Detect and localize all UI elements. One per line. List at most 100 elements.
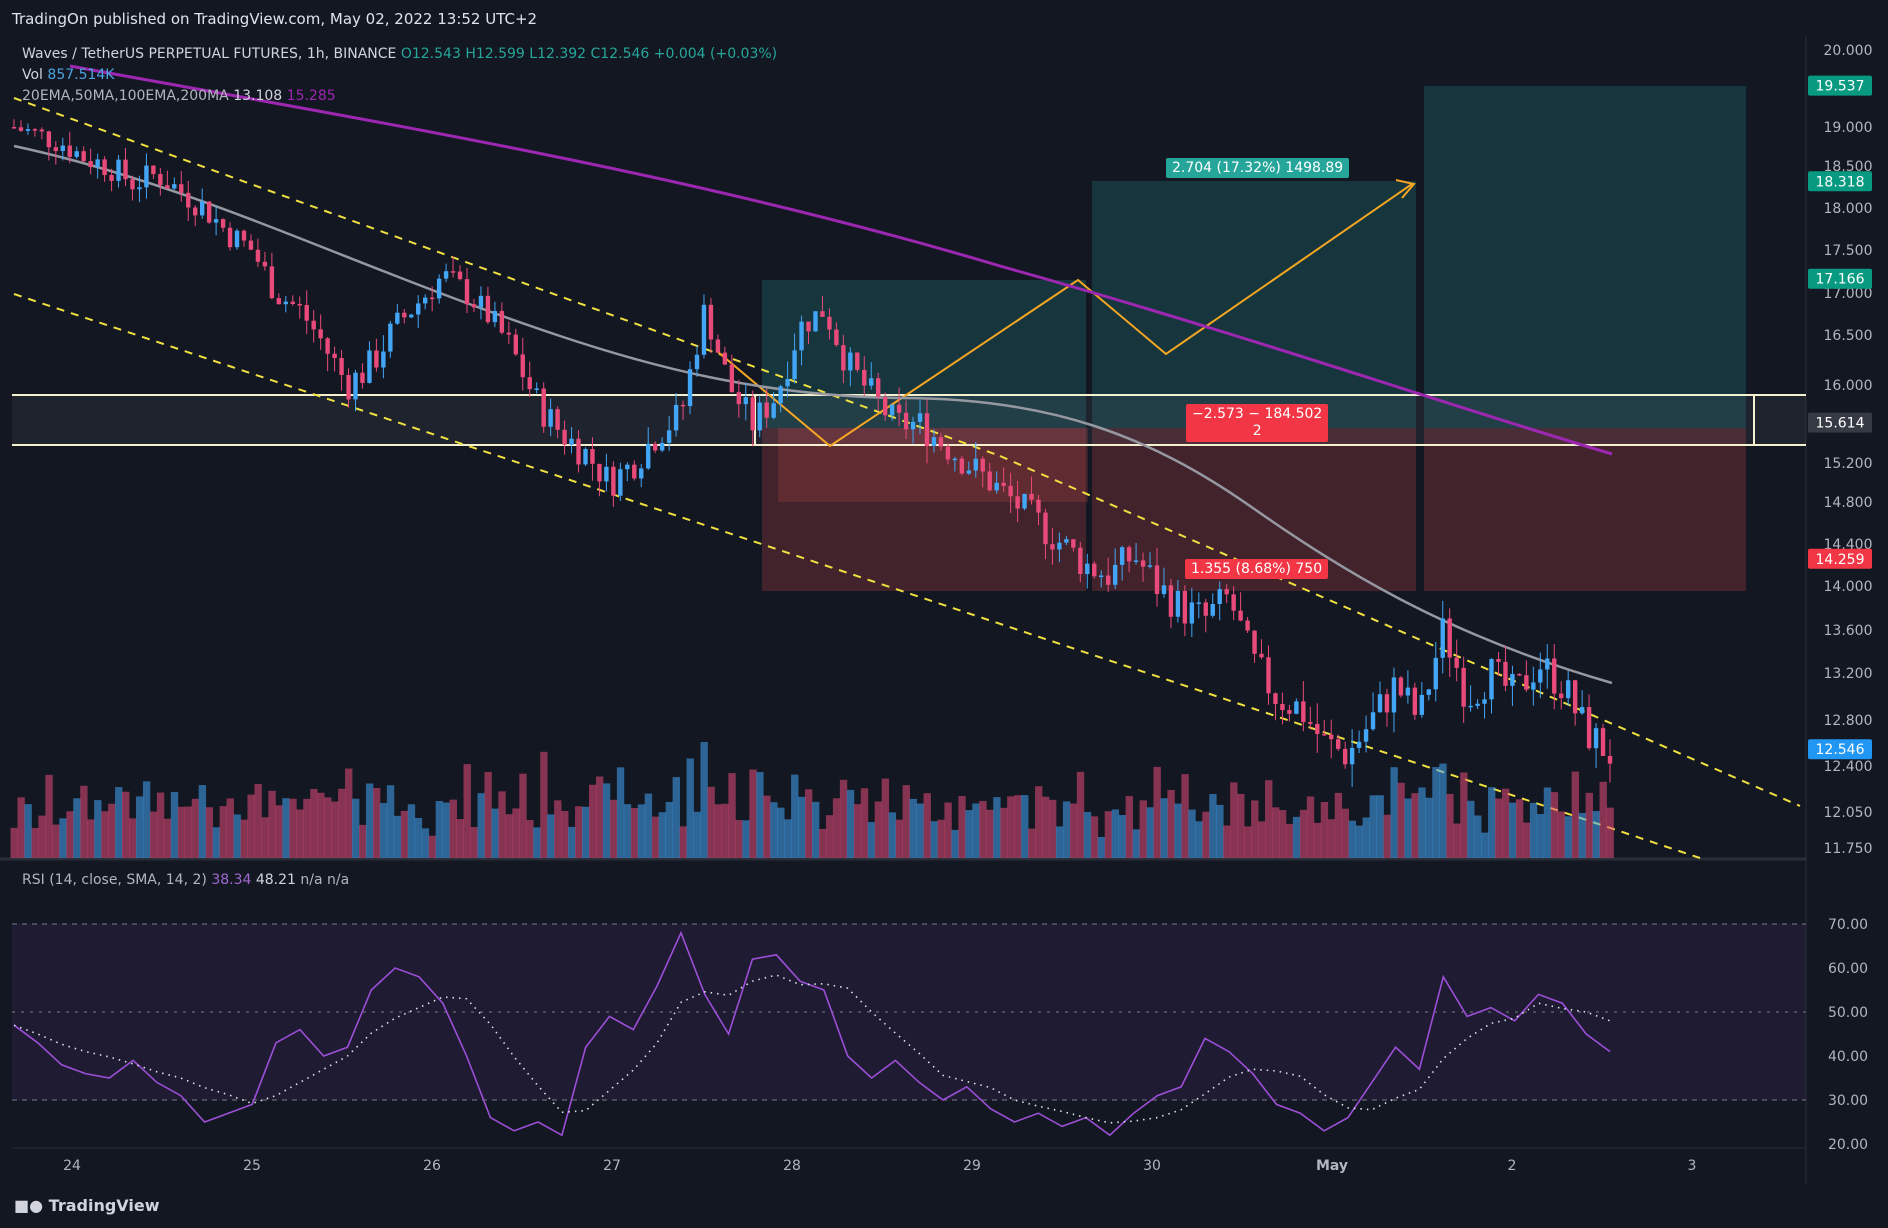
volume-bar-121 bbox=[853, 804, 862, 858]
candle-96 bbox=[680, 400, 686, 420]
candle-180 bbox=[1266, 645, 1271, 705]
candle-53 bbox=[381, 335, 386, 379]
candle-187 bbox=[1315, 703, 1320, 753]
volume-bar-210 bbox=[1474, 815, 1482, 858]
volume-bar-155 bbox=[1090, 816, 1099, 858]
x-tick-4: 28 bbox=[783, 1158, 801, 1174]
candle-28 bbox=[206, 201, 212, 224]
volume-bar-67 bbox=[477, 793, 485, 858]
volume-bar-101 bbox=[714, 804, 722, 858]
volume-bar-32 bbox=[233, 814, 241, 858]
candle-190 bbox=[1335, 734, 1341, 752]
candle-183 bbox=[1287, 704, 1292, 722]
candle-12 bbox=[95, 153, 100, 179]
zone-4 bbox=[1424, 86, 1746, 428]
candle-86 bbox=[611, 461, 616, 507]
rsi-tick-0: 70.00 bbox=[1828, 917, 1868, 933]
y-tick-11: 14.000 bbox=[1824, 579, 1873, 595]
candle-224 bbox=[1572, 679, 1578, 726]
volume-bar-220 bbox=[1543, 787, 1552, 858]
candle-2 bbox=[25, 123, 31, 135]
projection-path bbox=[717, 183, 1413, 448]
candle-184 bbox=[1294, 698, 1299, 715]
candle-171 bbox=[1203, 598, 1208, 633]
candle-196 bbox=[1377, 681, 1383, 713]
volume-bar-194 bbox=[1362, 817, 1370, 858]
candle-102 bbox=[722, 346, 728, 366]
ohlc-high: H12.599 bbox=[465, 46, 525, 62]
candle-49 bbox=[353, 369, 358, 412]
candle-202 bbox=[1419, 682, 1425, 718]
candle-5 bbox=[46, 130, 52, 161]
candle-221 bbox=[1552, 644, 1557, 710]
volume-bar-104 bbox=[735, 820, 743, 858]
volume-bar-118 bbox=[832, 798, 841, 858]
candles bbox=[11, 119, 1613, 787]
volume-bar-146 bbox=[1028, 828, 1036, 858]
candle-146 bbox=[1029, 476, 1034, 505]
volume-bar-186 bbox=[1306, 796, 1315, 858]
ohlc-low: L12.392 bbox=[529, 46, 587, 62]
ma-value-1: 13.108 bbox=[233, 88, 283, 104]
volume-bar-225 bbox=[1578, 812, 1587, 858]
candle-156 bbox=[1099, 570, 1104, 588]
price-chart[interactable]: 20.000 19.000 18.500 18.000 17.500 17.000 16.5… bbox=[0, 36, 1888, 1184]
candle-40 bbox=[290, 295, 295, 306]
volume-bar-72 bbox=[512, 808, 520, 858]
volume-bar-47 bbox=[338, 788, 346, 858]
candle-198 bbox=[1391, 667, 1397, 733]
candle-18 bbox=[137, 175, 142, 203]
volume-bar-124 bbox=[874, 801, 883, 858]
volume-bar-169 bbox=[1188, 809, 1196, 858]
volume-bar-213 bbox=[1495, 798, 1503, 858]
ma-200-line bbox=[69, 64, 1613, 456]
volume-bar-53 bbox=[379, 803, 388, 858]
candle-25 bbox=[186, 180, 191, 222]
volume-bar-71 bbox=[505, 814, 513, 858]
candle-173 bbox=[1217, 581, 1222, 621]
ohlc-open: O12.543 bbox=[400, 46, 461, 62]
volume-bar-172 bbox=[1209, 794, 1217, 858]
rsi-tick-2: 50.00 bbox=[1828, 1005, 1868, 1021]
volume-bar-97 bbox=[686, 758, 694, 858]
volume-bar-55 bbox=[393, 815, 402, 858]
candle-104 bbox=[736, 379, 742, 418]
candle-197 bbox=[1384, 688, 1390, 727]
volume-bar-5 bbox=[45, 774, 53, 858]
candle-6 bbox=[53, 141, 59, 165]
volume-bar-171 bbox=[1202, 811, 1210, 858]
volume-bar-197 bbox=[1383, 814, 1391, 858]
candle-182 bbox=[1280, 692, 1285, 725]
candle-7 bbox=[60, 137, 65, 161]
x-tick-6: 30 bbox=[1143, 1158, 1161, 1174]
volume-bar-85 bbox=[602, 783, 611, 858]
candle-83 bbox=[590, 437, 595, 481]
volume-bar-33 bbox=[240, 819, 248, 858]
volume-bar-206 bbox=[1446, 793, 1454, 858]
candle-144 bbox=[1015, 480, 1020, 523]
volume-bar-91 bbox=[644, 793, 653, 858]
candle-126 bbox=[889, 404, 895, 421]
volume-bar-223 bbox=[1564, 816, 1573, 858]
candle-213 bbox=[1496, 651, 1501, 677]
volume-bar-0 bbox=[10, 827, 18, 858]
volume-bar-122 bbox=[860, 788, 869, 858]
price-tag-4: 14.259 bbox=[1816, 552, 1865, 568]
rsi-pane bbox=[12, 923, 1806, 1137]
candle-29 bbox=[213, 206, 219, 236]
volume-bar-187 bbox=[1313, 822, 1322, 858]
price-pane-bg bbox=[0, 36, 1806, 858]
volume-bar-49 bbox=[352, 798, 360, 858]
volume-bar-64 bbox=[456, 819, 464, 858]
volume-bar-138 bbox=[972, 803, 980, 858]
volume-bar-176 bbox=[1237, 793, 1245, 858]
volume-bar-25 bbox=[184, 806, 193, 858]
candle-177 bbox=[1245, 617, 1250, 633]
candle-118 bbox=[834, 322, 839, 347]
candle-115 bbox=[813, 311, 818, 332]
projection-arrowhead bbox=[1395, 179, 1416, 199]
candle-158 bbox=[1112, 548, 1118, 590]
candle-160 bbox=[1126, 545, 1132, 573]
volume-bar-188 bbox=[1320, 801, 1329, 858]
volume-bar-208 bbox=[1460, 772, 1468, 858]
